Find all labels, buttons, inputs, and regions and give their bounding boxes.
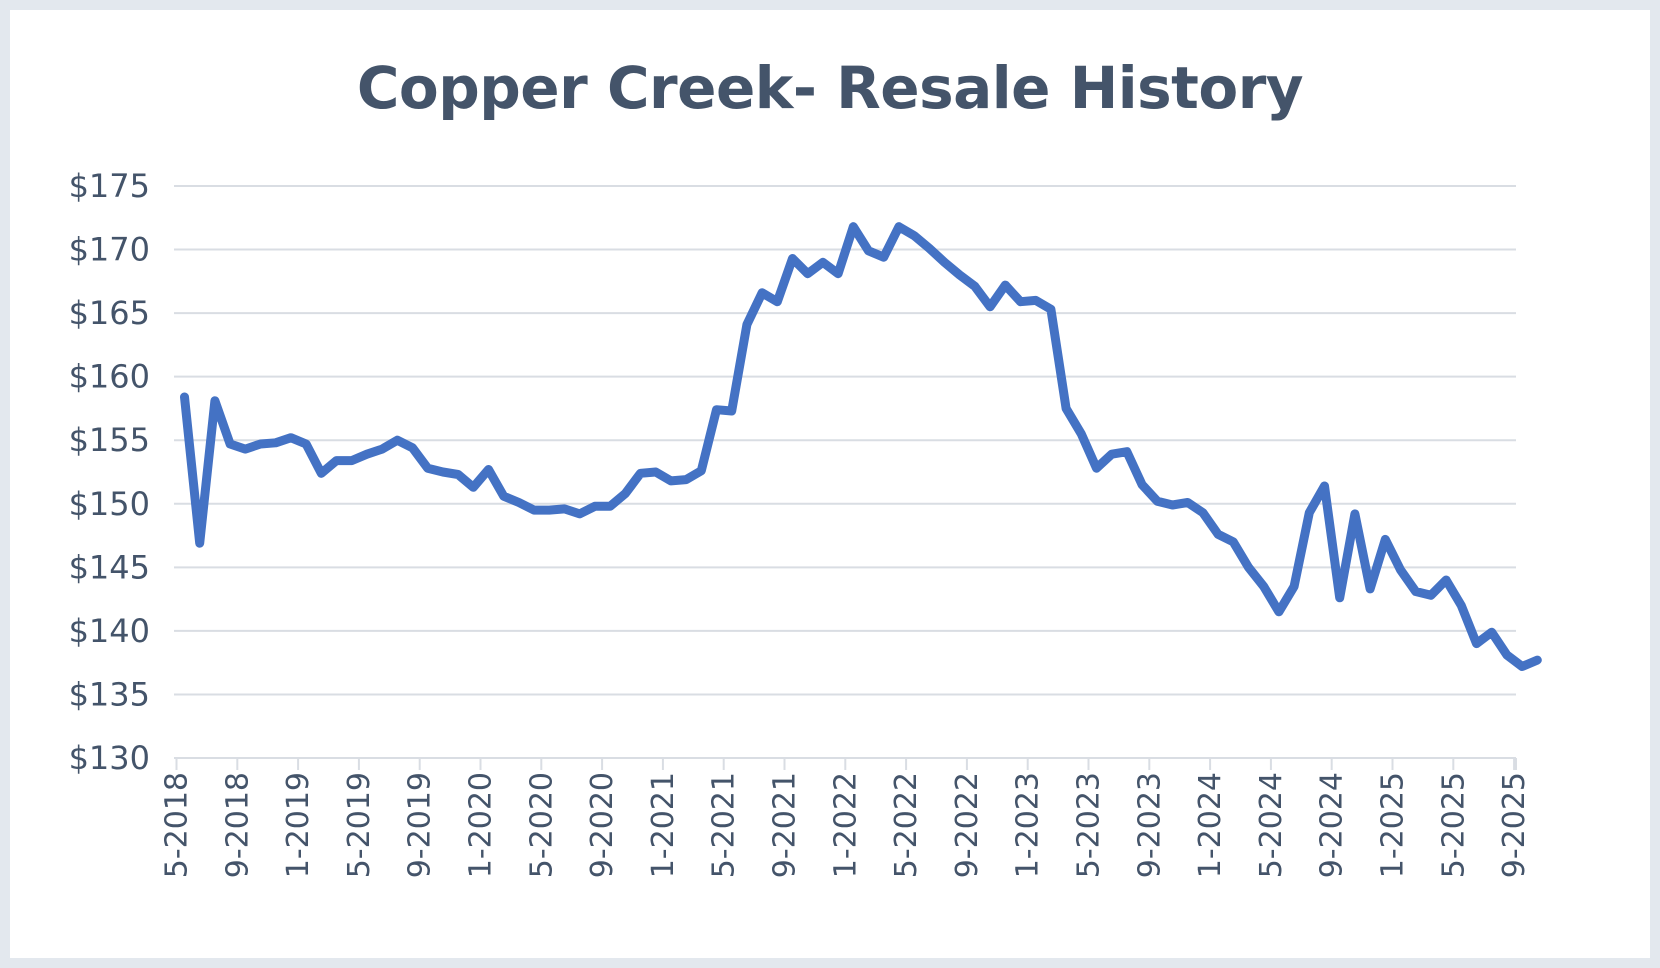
y-tick-label: $135 xyxy=(69,675,150,713)
y-tick-label: $130 xyxy=(69,739,150,777)
y-tick-label: $140 xyxy=(69,612,150,650)
y-tick-label: $145 xyxy=(69,548,150,586)
x-tick-label: 9-2020 xyxy=(585,772,620,878)
x-tick-label: 1-2023 xyxy=(1011,772,1046,878)
x-tick-label: 9-2023 xyxy=(1132,772,1167,878)
x-tick-label: 5-2018 xyxy=(160,772,195,878)
y-tick-label: $160 xyxy=(69,358,150,396)
x-tick-label: 5-2024 xyxy=(1254,772,1289,878)
y-tick-label: $175 xyxy=(69,167,150,205)
y-tick-label: $165 xyxy=(69,294,150,332)
x-tick-label: 9-2025 xyxy=(1497,772,1532,878)
y-tick-label: $155 xyxy=(69,421,150,459)
x-tick-label: 1-2021 xyxy=(646,772,681,878)
x-tick-label: 1-2022 xyxy=(828,772,863,878)
x-tick-label: 1-2024 xyxy=(1193,772,1228,878)
chart-frame: Copper Creek- Resale History $175 $170 $16… xyxy=(10,10,1650,958)
x-tick-label: 5-2021 xyxy=(707,772,742,878)
x-tick-label: 5-2025 xyxy=(1436,772,1471,878)
x-tick-label: 9-2024 xyxy=(1315,772,1350,878)
x-tick-label: 1-2019 xyxy=(281,772,316,878)
chart-title: Copper Creek- Resale History xyxy=(356,54,1304,122)
x-tick-label: 1-2025 xyxy=(1376,772,1411,878)
x-tick-label: 9-2022 xyxy=(950,772,985,878)
line-chart: $175 $170 $165 $160 $155 $150 $145 $140 $135 $130… xyxy=(69,167,1542,878)
x-tick-label: 5-2023 xyxy=(1072,772,1107,878)
y-tick-label: $150 xyxy=(69,485,150,523)
series-line xyxy=(180,222,1542,671)
x-tick-label: 9-2021 xyxy=(768,772,803,878)
x-tick-label: 5-2022 xyxy=(889,772,924,878)
x-tick-label: 5-2020 xyxy=(524,772,559,878)
series-group xyxy=(180,222,1542,671)
y-tick-label: $170 xyxy=(69,231,150,269)
x-tick-label: 5-2019 xyxy=(342,772,377,878)
x-tick-label: 1-2020 xyxy=(464,772,499,878)
x-tick-label: 9-2019 xyxy=(403,772,438,878)
x-axis-ticks: 5-2018 9-2018 1-2019 5-2019 9-2019 1-2020 5-20… xyxy=(160,758,1532,878)
y-axis-ticks: $175 $170 $165 $160 $155 $150 $145 $140 $135 $130 xyxy=(69,167,150,777)
x-tick-label: 9-2018 xyxy=(220,772,255,878)
